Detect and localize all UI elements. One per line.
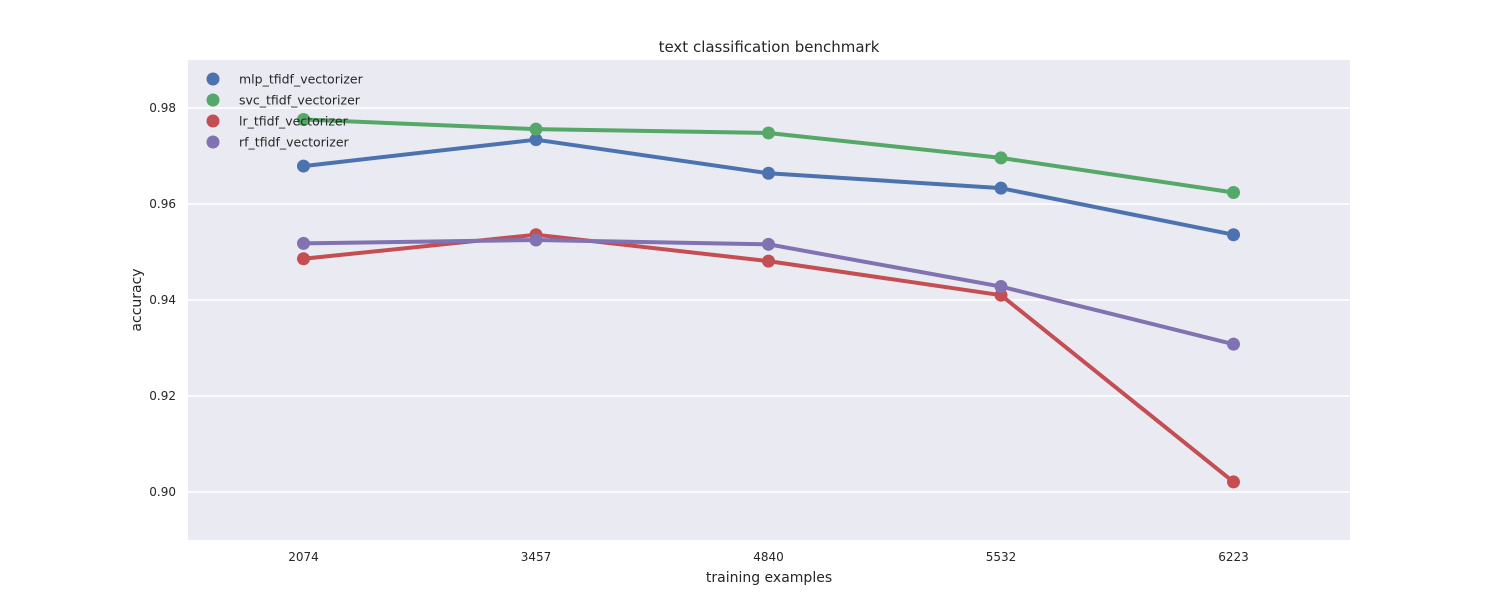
data-point [994,151,1008,165]
y-tick-label: 0.90 [149,485,176,499]
y-tick-label: 0.92 [149,389,176,403]
legend-marker [206,93,220,107]
x-tick-label: 2074 [288,550,319,564]
legend-marker [206,114,220,128]
x-tick-label: 5532 [986,550,1017,564]
legend-marker [206,72,220,86]
legend-entry: svc_tfidf_vectorizer [239,93,361,108]
data-point [762,126,775,140]
x-tick-labels: 2074 3457 4840 5532 6223 [288,550,1249,564]
y-tick-label: 0.94 [149,293,176,307]
data-point [994,181,1008,195]
data-point [1227,475,1240,489]
grid-lines [188,107,1350,493]
data-point [529,133,543,147]
y-tick-label: 0.98 [149,101,176,115]
x-tick-label: 3457 [521,550,552,564]
series-rf_tfidf_vectorizer [297,233,1240,351]
data-point [762,166,775,180]
x-tick-label: 4840 [753,550,784,564]
legend-entry: mlp_tfidf_vectorizer [239,72,364,87]
data-point [1227,337,1240,351]
legend-entry: rf_tfidf_vectorizer [239,135,350,150]
data-point [1227,228,1240,242]
data-point [762,237,775,251]
data-point [529,233,543,247]
data-point [297,252,310,266]
y-tick-label: 0.96 [149,197,176,211]
data-point [1227,185,1240,199]
legend: mlp_tfidf_vectorizer svc_tfidf_vectorizer… [206,72,364,150]
y-axis-label: accuracy [129,268,145,331]
series-mlp_tfidf_vectorizer [297,133,1240,242]
x-axis-label: training examples [706,570,832,586]
series-svc_tfidf_vectorizer [297,113,1240,199]
chart-title: text classification benchmark [659,38,880,56]
legend-marker [206,135,220,149]
x-tick-label: 6223 [1218,550,1249,564]
legend-entry: lr_tfidf_vectorizer [239,114,349,129]
series-layer [297,113,1240,489]
y-tick-labels: 0.90 0.92 0.94 0.96 0.98 [149,101,176,499]
data-point [297,113,310,127]
data-point [762,254,775,268]
data-point [994,280,1008,294]
data-point [297,159,310,173]
data-point [529,122,543,136]
data-point [297,236,310,250]
